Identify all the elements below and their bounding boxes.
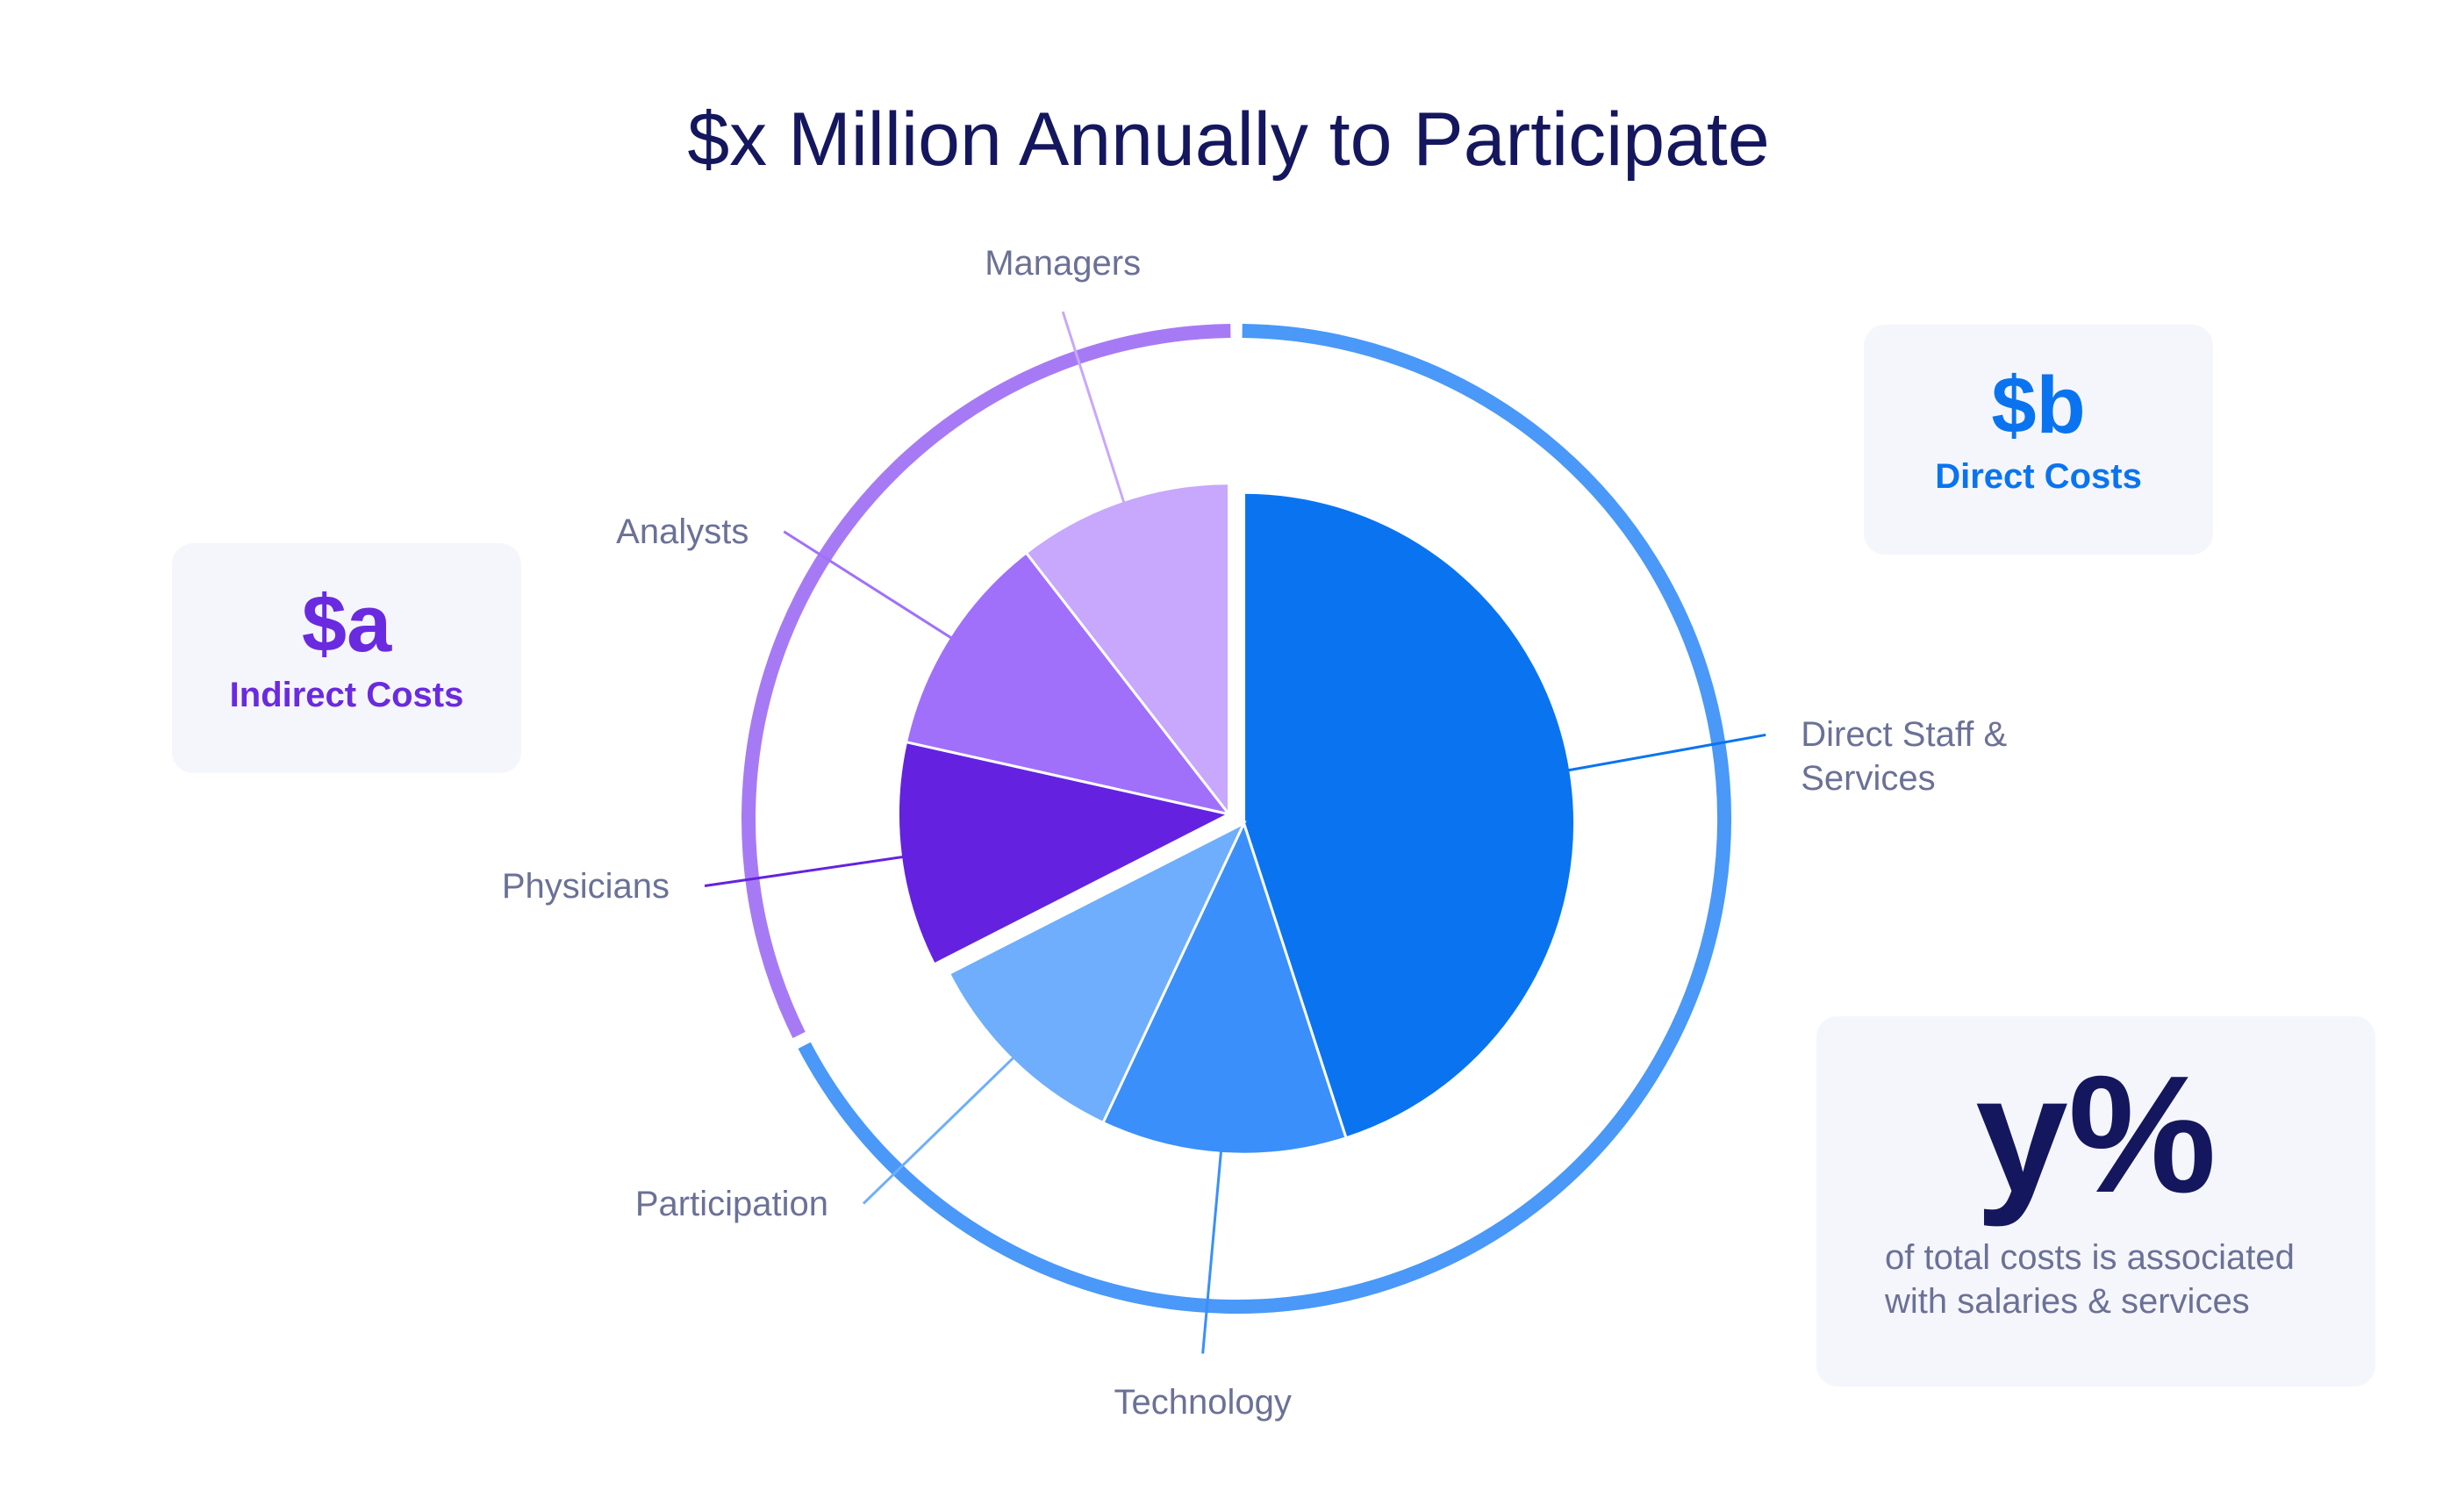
callout-card: y% of total costs is associated with sal…: [1816, 1016, 2375, 1387]
group-ring: [798, 324, 1731, 1314]
leader-line: [704, 843, 984, 888]
callout-value: y%: [1975, 1042, 2217, 1228]
leader-line: [1061, 311, 1150, 580]
group-name: Indirect Costs: [229, 676, 464, 714]
slice-label: Direct Staff & Services: [1801, 715, 2008, 799]
callout-text: of total costs is associated with salari…: [1885, 1238, 2295, 1321]
group-card: $a Indirect Costs: [172, 543, 521, 773]
pie-slice: [1243, 491, 1576, 1140]
chart-title: $x Million Annually to Participate: [687, 97, 1770, 182]
leader-line: [1488, 733, 1766, 786]
group-value: $b: [1991, 361, 2086, 450]
slice-label: Managers: [985, 244, 1142, 283]
group-card: $b Direct Costs: [1864, 325, 2213, 555]
group-value: $a: [301, 579, 392, 669]
leader-line: [783, 530, 1021, 683]
pie-slice: [1101, 820, 1348, 1156]
leader-line: [1201, 1071, 1230, 1354]
slice-label: Physicians: [501, 866, 670, 906]
group-ring: [741, 324, 1231, 1038]
group-name: Direct Costs: [1935, 457, 2142, 496]
pie-slice: [1024, 482, 1230, 819]
pie-slice: [897, 740, 1233, 966]
slice-label: Technology: [1114, 1382, 1292, 1422]
slice-label: Analysts: [616, 512, 749, 551]
leader-line: [862, 1000, 1072, 1205]
slice-label: Participation: [634, 1184, 828, 1223]
